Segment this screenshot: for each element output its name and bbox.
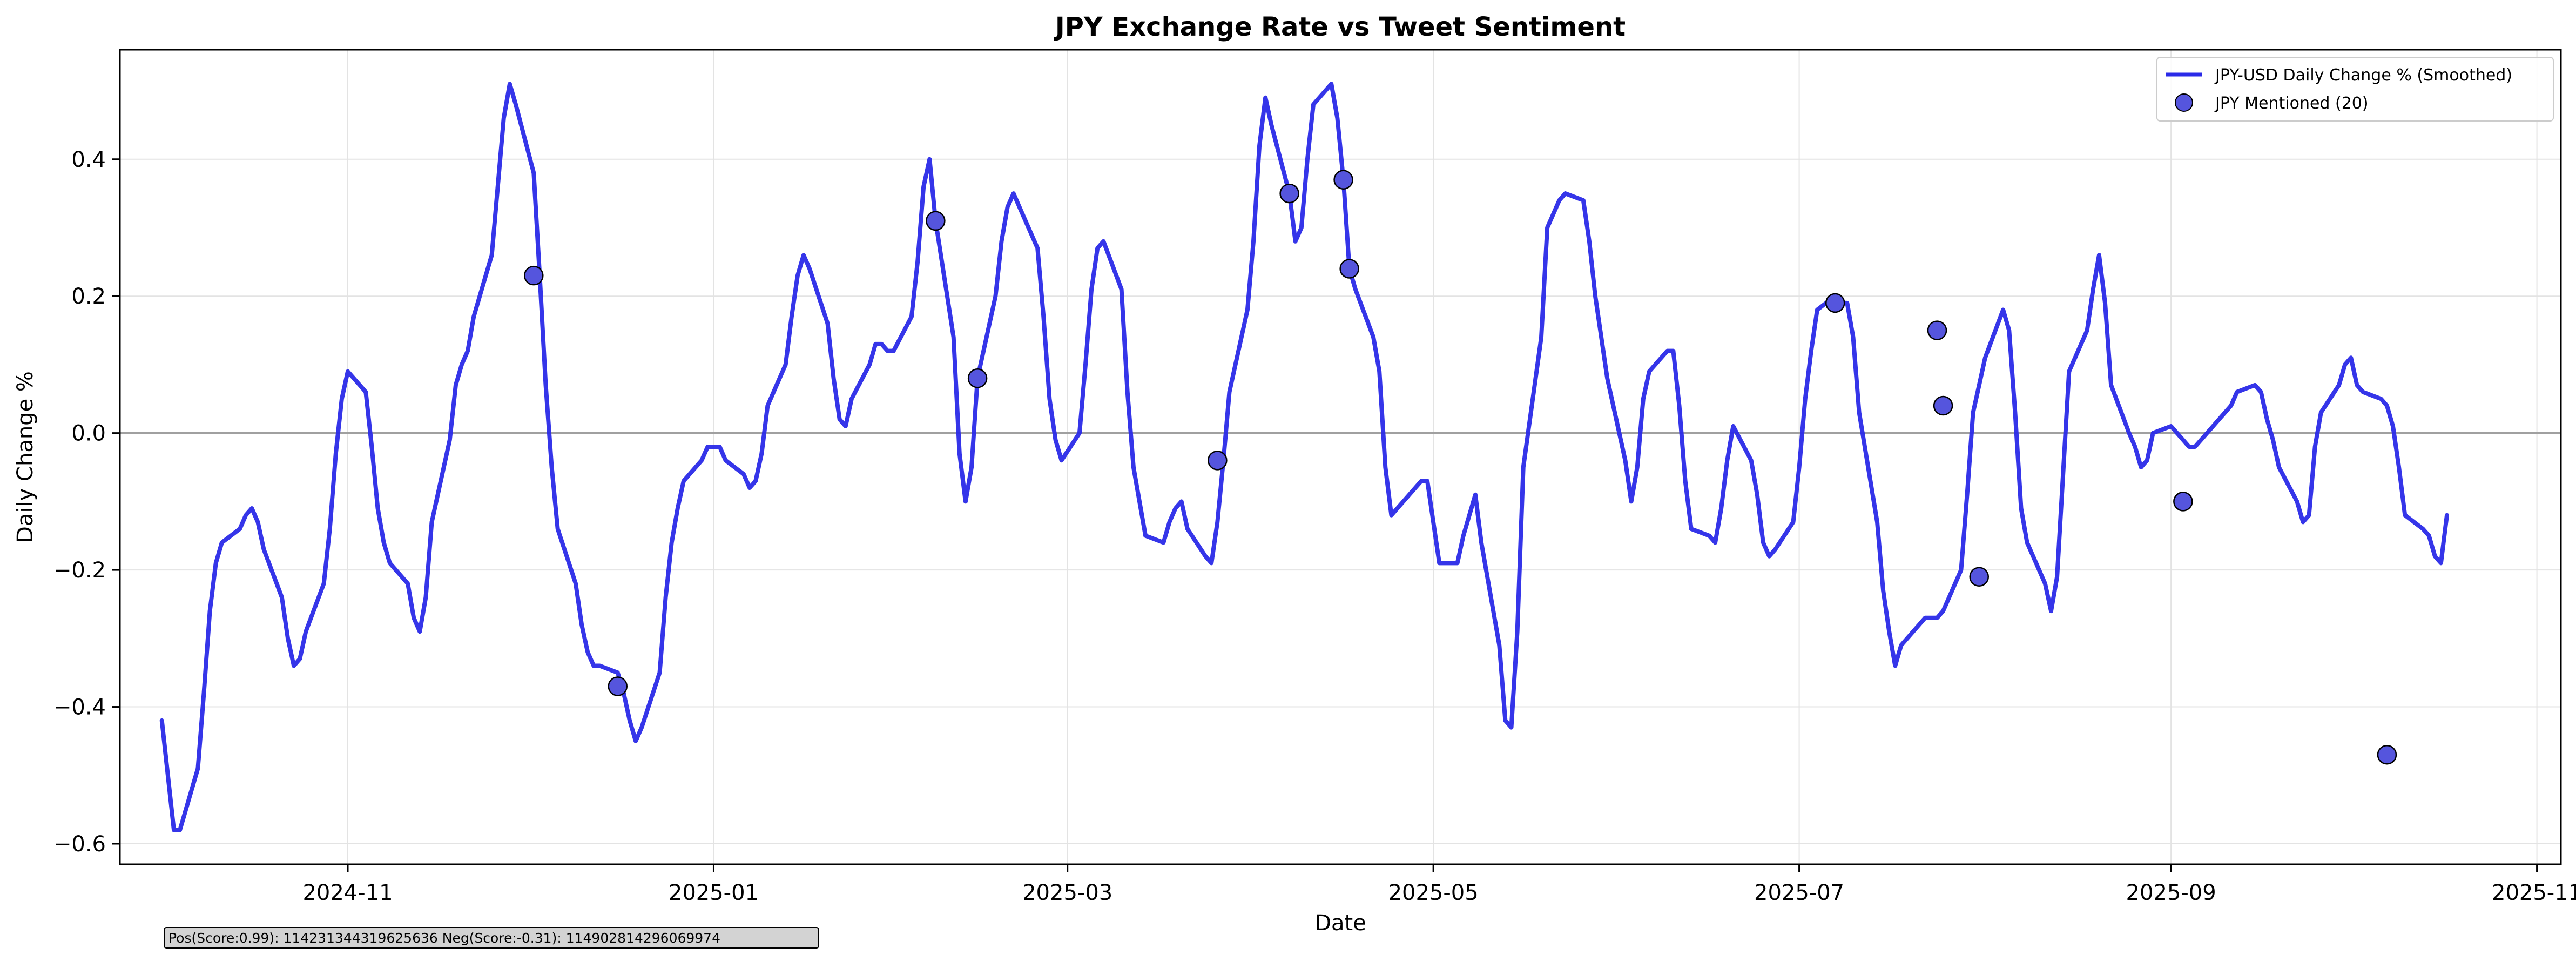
legend-point-label: JPY Mentioned (20): [2214, 94, 2369, 113]
mention-point: [2377, 744, 2397, 765]
mention-point: [1339, 259, 1359, 279]
y-axis-label: Daily Change %: [13, 371, 38, 543]
y-tick-label: 0.2: [71, 284, 106, 309]
mention-point: [1933, 395, 1953, 416]
y-tick-label: −0.2: [53, 558, 106, 583]
x-tick-label: 2025-11: [2492, 881, 2576, 905]
mention-point: [1969, 567, 1990, 587]
y-tick-label: 0.4: [71, 147, 106, 172]
mention-point: [1825, 293, 1845, 313]
x-tick-label: 2025-03: [1022, 881, 1112, 905]
x-tick-label: 2024-11: [302, 881, 393, 905]
mention-point: [1279, 183, 1299, 204]
mention-point: [524, 265, 544, 286]
chart-title: JPY Exchange Rate vs Tweet Sentiment: [1054, 12, 1626, 42]
y-tick-label: −0.4: [53, 695, 106, 720]
legend-box: [2156, 57, 2554, 122]
legend-line-label: JPY-USD Daily Change % (Smoothed): [2214, 66, 2512, 85]
mention-point: [967, 368, 988, 388]
legend-point-swatch: [2175, 93, 2193, 112]
y-tick-label: −0.6: [53, 832, 106, 857]
mention-point: [608, 676, 628, 696]
annotation-text: Pos(Score:0.99): 114231344319625636 Neg(…: [168, 930, 720, 946]
x-tick-label: 2025-09: [2126, 881, 2216, 905]
series-layer: [159, 82, 2449, 832]
mention-point: [2173, 492, 2193, 512]
x-axis-label: Date: [1314, 911, 1366, 936]
series-line-jpy-usd: [159, 82, 2449, 832]
mention-point: [1927, 320, 1947, 340]
mention-point: [1208, 451, 1228, 471]
mention-point: [1333, 170, 1353, 190]
y-tick-label: 0.0: [71, 421, 106, 446]
y-axis-ticks: −0.6 −0.4 −0.2 0.0 0.2 0.4: [53, 147, 120, 857]
legend: JPY-USD Daily Change % (Smoothed) JPY Me…: [2156, 57, 2554, 122]
mention-point: [926, 211, 946, 231]
mention-points: [524, 170, 2397, 765]
x-tick-label: 2025-07: [1754, 881, 1844, 905]
annotation-box: [164, 927, 819, 949]
x-tick-label: 2025-01: [669, 881, 759, 905]
score-annotation: Pos(Score:0.99): 114231344319625636 Neg(…: [164, 927, 819, 949]
plot-frame: [119, 49, 2562, 865]
x-tick-label: 2025-05: [1388, 881, 1479, 905]
x-axis-ticks: 2024-11 2025-01 2025-03 2025-05 2025-07 2025-…: [302, 864, 2576, 905]
